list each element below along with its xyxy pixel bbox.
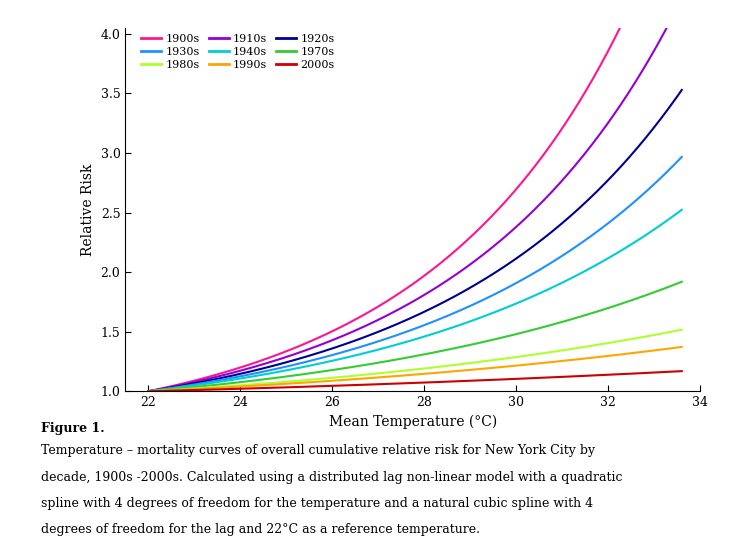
Text: Temperature – mortality curves of overall cumulative relative risk for New York : Temperature – mortality curves of overal… [41,444,595,457]
Y-axis label: Relative Risk: Relative Risk [81,163,95,256]
Text: spline with 4 degrees of freedom for the temperature and a natural cubic spline : spline with 4 degrees of freedom for the… [41,497,593,510]
Text: degrees of freedom for the lag and 22°C as a reference temperature.: degrees of freedom for the lag and 22°C … [41,523,480,536]
Text: decade, 1900s -2000s. Calculated using a distributed lag non-linear model with a: decade, 1900s -2000s. Calculated using a… [41,471,622,484]
X-axis label: Mean Temperature (°C): Mean Temperature (°C) [329,415,497,429]
Legend: 1900s, 1930s, 1980s, 1910s, 1940s, 1990s, 1920s, 1970s, 2000s: 1900s, 1930s, 1980s, 1910s, 1940s, 1990s… [136,30,339,74]
Text: Figure 1.: Figure 1. [41,422,104,435]
